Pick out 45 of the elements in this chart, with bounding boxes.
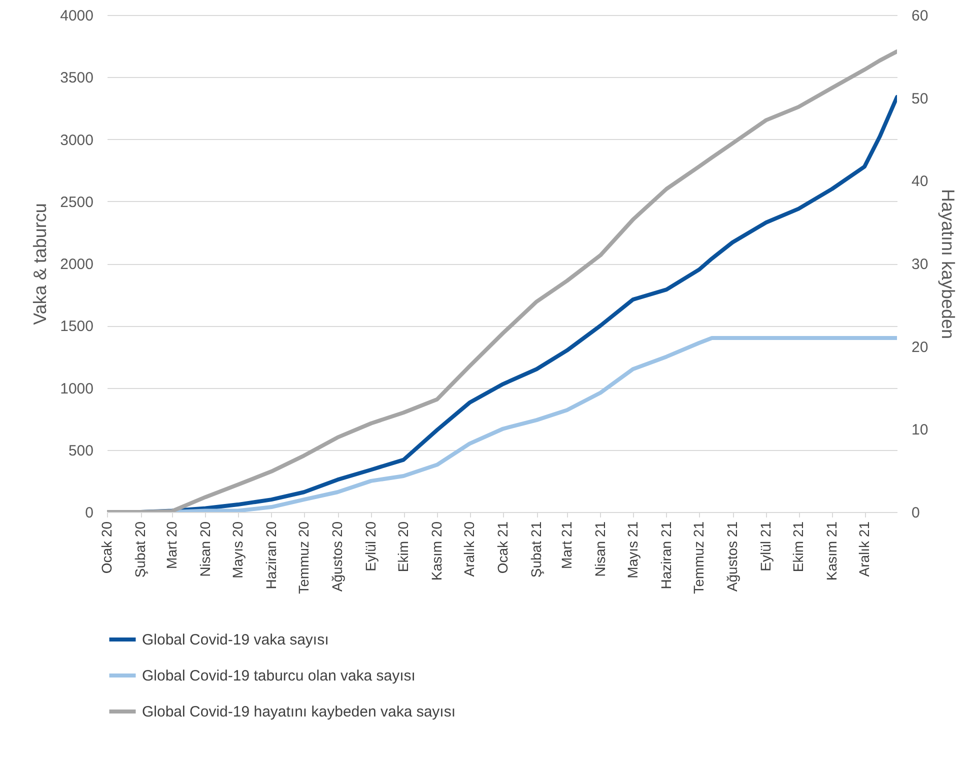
x-tick-label: Haziran 21 [658,521,674,590]
x-tick-label: Eylül 20 [362,521,379,572]
y-tick-label: 2500 [60,194,94,211]
x-tick-label: Mart 21 [558,521,574,569]
y2-tick-label: 60 [912,8,928,24]
x-tick-label: Eylül 21 [758,521,774,572]
y-tick-label: 500 [68,442,94,460]
x-tick-label: Ağustos 21 [724,521,740,592]
x-tick-label: Mayıs 20 [229,521,246,578]
y2-tick-label: 0 [912,504,920,522]
x-tick-label: Kasım 20 [428,521,445,581]
x-tick-label: Mayıs 21 [624,521,640,578]
y2-tick-label: 40 [912,173,928,190]
y2-tick-label: 20 [912,338,928,356]
legend-label: Global Covid-19 hayatını kaybeden vaka sayısı [142,704,456,720]
x-tick-label: Kasım 21 [824,521,840,581]
x-tick-label: Şubat 20 [132,521,148,578]
y-tick-label: 3500 [60,70,94,87]
x-tick-label: Nisan 20 [196,521,213,577]
legend-label: Global Covid-19 vaka sayısı [142,632,329,648]
y2-tick-label: 50 [912,90,928,108]
y-tick-label: 1000 [60,380,94,398]
x-tick-label: Aralık 20 [461,521,478,577]
y2-axis-title: Hayatını kaybeden [938,188,958,340]
x-tick-label: Aralık 21 [856,521,872,577]
y-axis-title: Vaka & taburcu [30,203,50,325]
x-tick-label: Ocak 21 [494,521,511,574]
y-tick-label: 3000 [60,132,94,149]
y-tick-label: 2000 [60,256,94,273]
x-tick-label: Ocak 20 [98,521,114,574]
x-tick-label: Ekim 20 [395,521,412,572]
x-tick-label: Şubat 21 [528,521,544,578]
x-tick-label: Ekim 21 [790,521,806,572]
x-tick-label: Nisan 21 [592,521,608,577]
y2-tick-label: 30 [912,256,928,273]
x-tick-label: Ağustos 20 [329,521,346,592]
x-tick-label: Temmuz 20 [295,521,312,594]
y2-tick-label: 10 [912,422,928,439]
y-tick-label: 4000 [60,8,94,24]
y-tick-label: 0 [85,504,94,522]
x-tick-label: Haziran 20 [262,521,279,590]
x-tick-label: Temmuz 21 [690,521,706,594]
legend-label: Global Covid-19 taburcu olan vaka sayısı [142,668,416,684]
x-tick-label: Mart 20 [163,521,180,569]
y-tick-label: 1500 [60,318,94,336]
